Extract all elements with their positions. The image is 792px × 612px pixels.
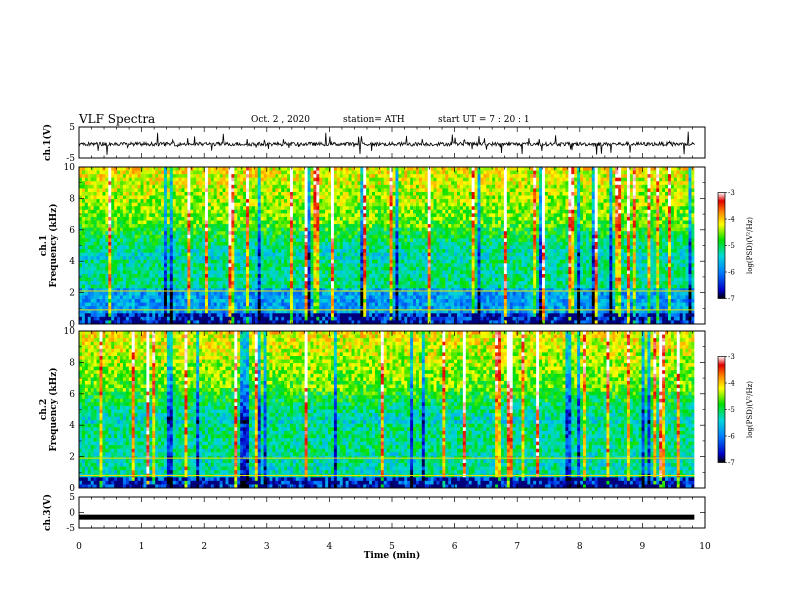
ch2-spectrogram-ytick: 2 [69,453,75,463]
ch3-waveform-ytick: 5 [69,493,75,503]
figure-title: VLF Spectra [79,112,156,126]
xtick-label: 10 [699,542,711,552]
ch1-waveform-ytick: -5 [66,154,75,164]
xtick-label: 6 [452,542,458,552]
ch1-spectrogram [79,167,705,325]
ch2-spectrogram-colorbar-tick: -5 [728,406,735,414]
ch1-waveform-line [78,131,695,155]
ch1-spectrogram-ytick: 8 [69,194,75,204]
ch2-spectrogram-colorbar-tick: -4 [728,380,735,388]
ch2-spectrogram-colorbar-tick: -6 [728,433,735,441]
ch1-waveform-ylabel: ch.1(V) [42,124,53,161]
xtick-label: 4 [327,542,333,552]
ch1-spectrogram-colorbar [717,192,726,299]
x-axis-label: Time (min) [364,550,421,561]
date-label: Oct. 2 , 2020 [251,115,310,125]
xtick-label: 1 [139,542,145,552]
ch1-waveform-ytick: 5 [69,123,75,133]
ch2-spectrogram-ytick: 0 [69,484,75,494]
xtick-label: 8 [577,542,583,552]
station-label: station= ATH [343,115,405,125]
xtick-label: 3 [264,542,270,552]
ch3-waveform-ylabel: ch.3(V) [42,494,53,531]
xtick-label: 9 [640,542,646,552]
ch2-spectrogram-ytick: 4 [69,421,75,431]
xtick-label: 2 [201,542,207,552]
ch3-waveform-ytick: -5 [66,524,75,534]
ch2-spectrogram-ylabel: ch.2 [39,399,49,420]
ch2-spectrogram-ytick: 6 [69,390,75,400]
ch3-waveform-ytick: 0 [69,509,75,519]
xtick-label: 7 [514,542,520,552]
ch2-spectrogram-ytick: 10 [64,327,76,337]
ch2-spectrogram-ylabel: Frequency (kHz) [48,367,59,451]
ch1-spectrogram-ytick: 6 [69,226,75,236]
ch2-spectrogram-colorbar-tick: -3 [728,353,735,361]
ch1-spectrogram-colorbar-label: log(PSD)(V²/Hz) [746,217,754,274]
ch1-spectrogram-ylabel: ch.1 [39,235,49,256]
ch1-spectrogram-colorbar-tick: -3 [728,189,735,197]
ch1-spectrogram-colorbar-tick: -7 [728,295,735,303]
ch1-spectrogram-ytick: 0 [69,320,75,330]
ch2-spectrogram-ytick: 8 [69,358,75,368]
ch2-spectrogram [79,331,705,489]
ch2-spectrogram-colorbar-label: log(PSD)(V²/Hz) [746,381,754,438]
ch3-waveform-line [79,514,695,520]
ch1-spectrogram-colorbar-tick: -5 [728,242,735,250]
ch1-spectrogram-ytick: 4 [69,257,75,267]
start-time-label: start UT = 7 : 20 : 1 [438,115,530,125]
xtick-label: 5 [389,542,395,552]
ch1-spectrogram-ylabel: Frequency (kHz) [48,203,59,287]
ch1-spectrogram-ytick: 2 [69,289,75,299]
ch2-spectrogram-colorbar-tick: -7 [728,459,735,467]
ch1-spectrogram-ytick: 10 [64,163,76,173]
ch1-spectrogram-colorbar-tick: -4 [728,216,735,224]
ch1-spectrogram-colorbar-tick: -6 [728,269,735,277]
xtick-label: 0 [76,542,82,552]
ch2-spectrogram-colorbar [717,356,726,463]
